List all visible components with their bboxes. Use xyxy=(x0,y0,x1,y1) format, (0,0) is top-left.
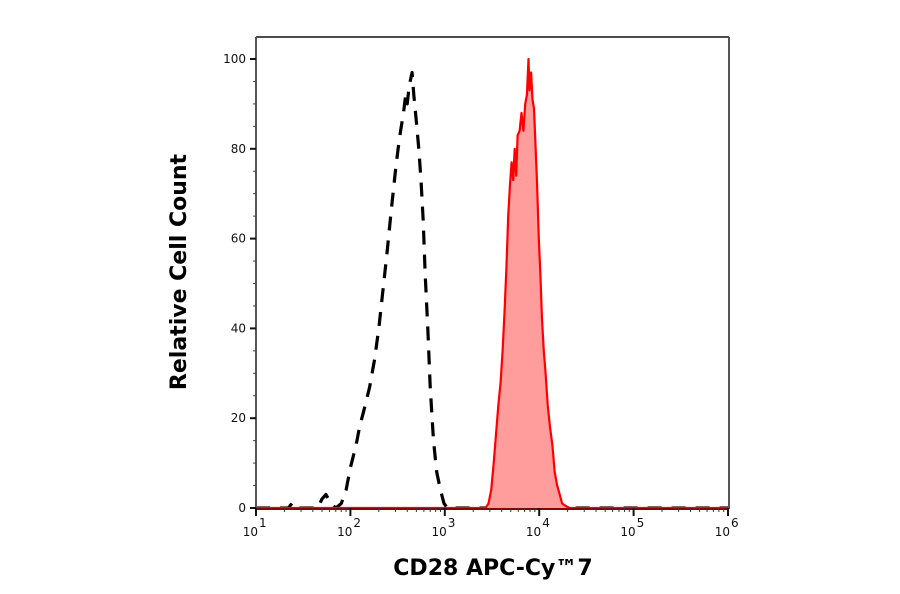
series-line-0 xyxy=(256,70,728,510)
y-tick-label: 0 xyxy=(238,501,246,515)
y-tick-label: 60 xyxy=(231,232,246,246)
x-tick-exponent: 4 xyxy=(542,516,550,530)
x-tick-label: 10 xyxy=(715,525,730,539)
x-tick-label: 10 xyxy=(337,525,352,539)
x-tick-exponent: 3 xyxy=(448,516,456,530)
x-axis-title: CD28 APC-Cy™7 xyxy=(393,556,592,581)
series-line-1 xyxy=(256,57,728,510)
x-tick-exponent: 5 xyxy=(637,516,645,530)
x-tick-exponent: 2 xyxy=(353,516,361,530)
x-tick-label: 10 xyxy=(243,525,258,539)
plot-background xyxy=(256,37,730,511)
x-tick-exponent: 1 xyxy=(259,516,267,530)
plot-area xyxy=(256,37,730,511)
y-tick-label: 20 xyxy=(231,411,246,425)
y-tick-label: 40 xyxy=(231,321,246,335)
y-tick-label: 100 xyxy=(223,52,246,66)
x-tick-label: 10 xyxy=(620,525,635,539)
y-tick-label: 80 xyxy=(231,142,246,156)
x-tick-label: 10 xyxy=(432,525,447,539)
y-axis-title: Relative Cell Count xyxy=(167,153,192,390)
x-tick-label: 10 xyxy=(526,525,541,539)
x-tick-exponent: 6 xyxy=(731,516,739,530)
